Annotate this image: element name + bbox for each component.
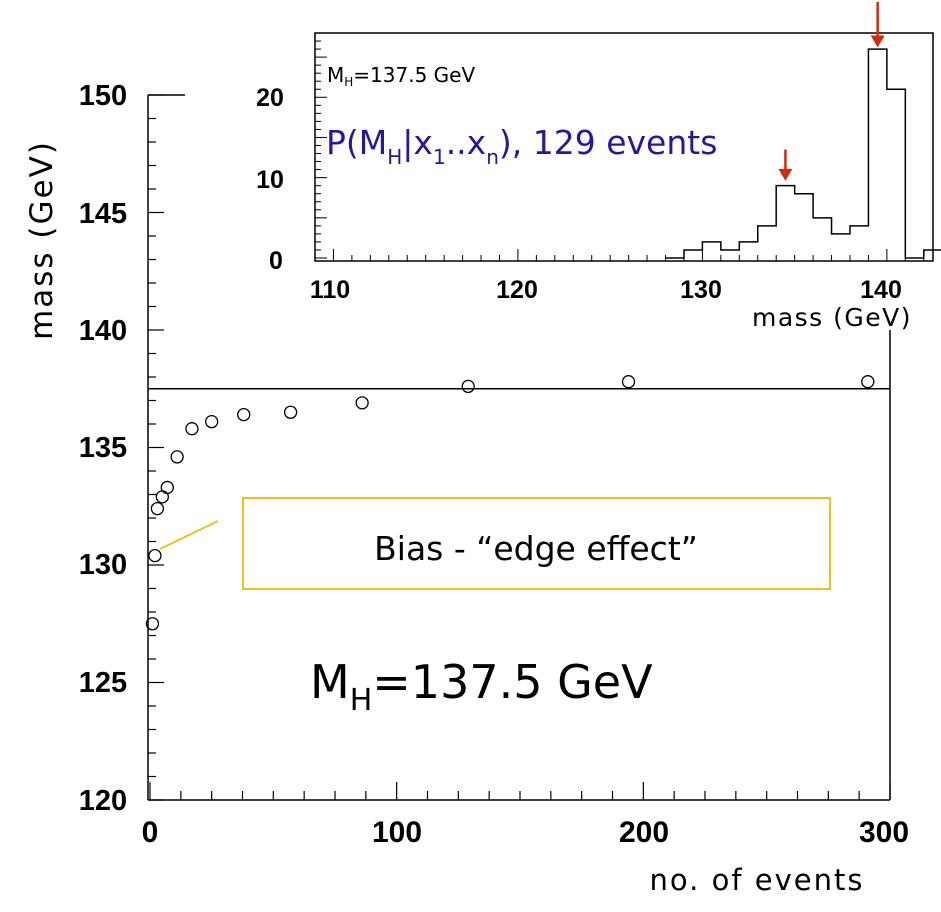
inset-y-ticks [315, 40, 327, 259]
mass-label-rest: =137.5 GeV [372, 655, 653, 709]
arrow-head-icon [778, 168, 793, 181]
arrow-head-icon [870, 35, 885, 48]
data-point [283, 405, 298, 419]
inset-probability-label: P(MH|x1..xn), 129 events [326, 123, 717, 169]
y-tick-label: 130 [79, 549, 127, 581]
data-point [160, 480, 174, 495]
data-point [861, 375, 875, 389]
callout-text: Bias - “edge effect” [374, 529, 698, 568]
data-point [205, 414, 219, 429]
mass-label-sub: H [350, 683, 373, 718]
x-tick-label: 100 [372, 816, 422, 849]
main-x-ticks [149, 782, 891, 800]
data-point [145, 617, 160, 631]
x-tick-label: 300 [859, 816, 909, 849]
prob-sub-n: n [486, 145, 499, 169]
data-point [185, 422, 199, 436]
x-axis-title: no. of events [650, 863, 865, 897]
y-tick-label: 135 [79, 432, 127, 464]
data-point [461, 379, 475, 394]
inset-y-tick-label: 10 [256, 166, 284, 194]
inset-x-ticks [332, 249, 925, 261]
data-point [170, 450, 184, 464]
x-tick-label: 200 [619, 816, 669, 849]
inset-histogram: 0 10 20 110 120 130 140 mass (GeV) MH=13… [256, 2, 941, 332]
prob-suffix: ), 129 events [499, 123, 718, 162]
inset-y-tick-label: 0 [269, 247, 283, 275]
y-tick-label: 140 [79, 315, 127, 347]
prob-prefix: P(M [326, 123, 387, 162]
data-point [155, 490, 169, 504]
y-tick-label: 150 [79, 80, 127, 112]
main-points [145, 375, 875, 631]
y-axis-title: mass (GeV) [24, 140, 60, 340]
inset-x-axis-title: mass (GeV) [752, 303, 912, 332]
data-point [621, 375, 636, 389]
data-point [150, 501, 165, 516]
y-tick-label: 120 [79, 785, 127, 817]
inset-x-tick-label: 130 [680, 276, 722, 304]
inset-frame [314, 32, 934, 262]
inset-x-tick-label: 110 [310, 276, 350, 304]
bias-callout: Bias - “edge effect” [159, 497, 831, 590]
x-tick-label: 0 [142, 816, 159, 849]
inset-y-tick-label: 20 [256, 84, 284, 112]
inset-mass-label: MH=137.5 GeV [327, 63, 475, 89]
data-point [237, 407, 251, 422]
inset-mass-sub: H [344, 75, 353, 89]
y-tick-label: 125 [79, 667, 127, 699]
inset-arrows [778, 2, 885, 181]
main-plot: 120 125 130 135 140 145 150 0 100 200 30… [24, 80, 909, 897]
callout-box [242, 497, 831, 590]
mass-label-m: M [310, 655, 350, 709]
inset-x-tick-label: 140 [860, 276, 902, 304]
inset-histogram-line [665, 48, 941, 259]
prob-sub-1: 1 [433, 145, 446, 169]
callout-leader-line [159, 520, 219, 550]
data-point [355, 396, 369, 410]
prob-mid: |x [402, 123, 433, 162]
inset-mass-m: M [327, 63, 344, 87]
inset-x-tick-label: 120 [496, 276, 538, 304]
data-point [148, 548, 162, 563]
y-tick-label: 145 [79, 198, 127, 230]
prob-dots: ..x [446, 123, 487, 162]
inset-mass-rest: =137.5 GeV [353, 63, 475, 87]
main-y-ticks [148, 94, 164, 801]
prob-sub-h: H [387, 145, 402, 169]
mass-label-large: MH=137.5 GeV [310, 655, 653, 718]
